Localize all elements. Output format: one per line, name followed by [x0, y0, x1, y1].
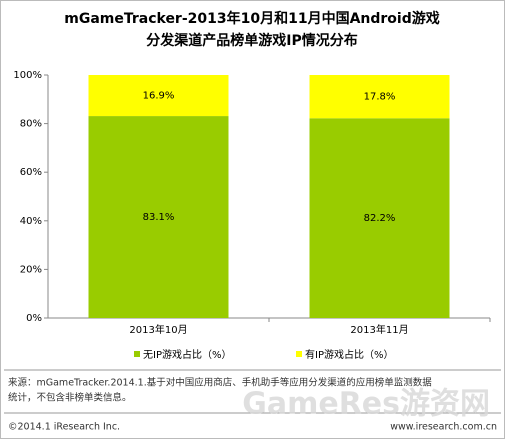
- source-note: 来源：mGameTracker.2014.1.基于对中国应用商店、手机助手等应用…: [8, 377, 432, 389]
- legend-swatch: [296, 351, 302, 357]
- copyright: ©2014.1 iResearch Inc.: [8, 422, 120, 433]
- y-tick-label: 80%: [20, 119, 42, 130]
- bar-segment: [88, 116, 229, 318]
- bar-segment: [309, 118, 450, 318]
- chart-title: mGameTracker-2013年10月和11月中国Android游戏: [64, 10, 440, 27]
- y-tick-label: 0%: [26, 313, 42, 324]
- data-label: 83.1%: [143, 212, 175, 223]
- y-tick-label: 20%: [20, 264, 42, 275]
- data-label: 17.8%: [364, 92, 396, 103]
- legend-swatch: [134, 351, 140, 357]
- legend-label: 无IP游戏占比（%）: [143, 348, 231, 361]
- y-tick-label: 60%: [20, 167, 42, 178]
- data-label: 16.9%: [143, 91, 175, 102]
- x-tick-label: 2013年11月: [350, 323, 408, 336]
- x-tick-label: 2013年10月: [129, 323, 187, 336]
- watermark: GameRes游资网: [242, 387, 490, 422]
- y-tick-label: 40%: [20, 216, 42, 227]
- y-tick-label: 100%: [13, 70, 42, 81]
- legend-label: 有IP游戏占比（%）: [305, 348, 393, 361]
- data-label: 82.2%: [364, 213, 396, 224]
- source-note: 统计，不包含非榜单类信息。: [8, 392, 132, 404]
- bar-segment: [88, 75, 229, 117]
- chart-title: 分发渠道产品榜单游戏IP情况分布: [146, 32, 357, 49]
- bar-segment: [309, 75, 450, 119]
- website: www.iresearch.com.cn: [390, 422, 497, 433]
